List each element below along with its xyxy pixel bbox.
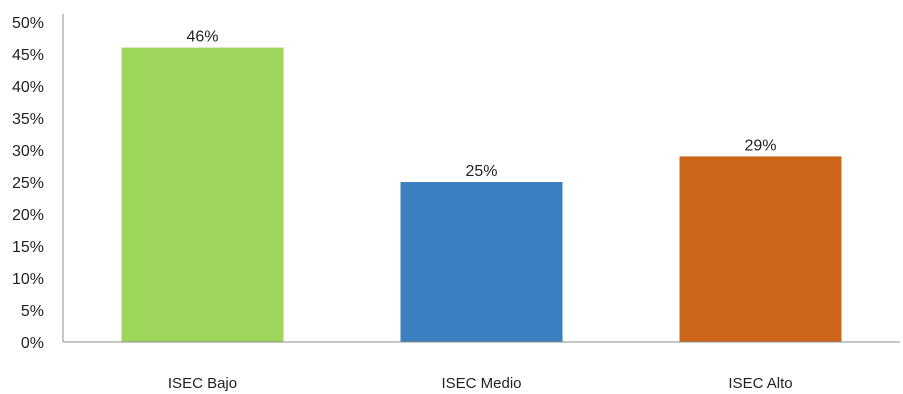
- category-label: ISEC Alto: [728, 375, 792, 392]
- y-tick-label: 40%: [12, 79, 44, 96]
- y-tick-label: 50%: [12, 15, 44, 32]
- y-tick-label: 10%: [12, 271, 44, 288]
- bar-isec-medio: [400, 182, 563, 342]
- bar-isec-bajo: [121, 47, 284, 342]
- y-tick-label: 0%: [21, 335, 44, 352]
- y-tick-label: 25%: [12, 175, 44, 192]
- y-tick-label: 20%: [12, 207, 44, 224]
- y-tick-label: 30%: [12, 143, 44, 160]
- data-labels: 46% 25% 29%: [186, 29, 776, 180]
- bar-isec-alto: [679, 156, 842, 342]
- y-tick-label: 5%: [21, 303, 44, 320]
- y-axis-ticks: 0% 5% 10% 15% 20% 25% 30% 35% 40% 45% 50%: [12, 15, 44, 352]
- y-tick-label: 35%: [12, 111, 44, 128]
- category-label: ISEC Medio: [441, 375, 521, 392]
- data-label: 46%: [186, 29, 218, 46]
- y-tick-label: 15%: [12, 239, 44, 256]
- data-label: 29%: [744, 137, 776, 154]
- category-label: ISEC Bajo: [168, 375, 237, 392]
- category-labels: ISEC Bajo ISEC Medio ISEC Alto: [168, 375, 793, 392]
- data-label: 25%: [465, 163, 497, 180]
- y-tick-label: 45%: [12, 47, 44, 64]
- bars: [121, 47, 842, 342]
